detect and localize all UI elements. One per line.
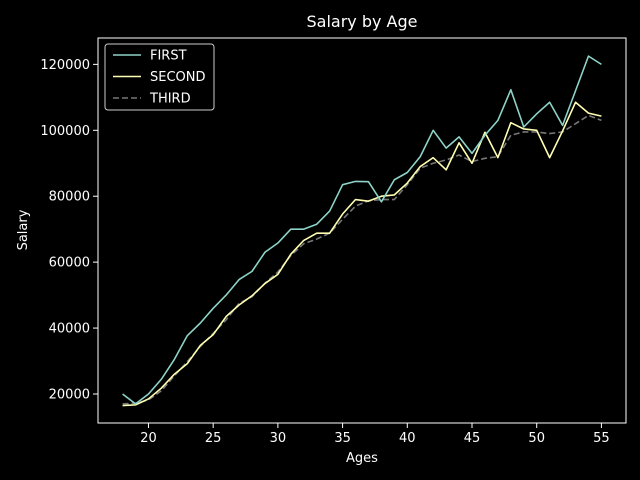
y-tick-label: 100000 <box>40 124 90 139</box>
x-tick-label: 25 <box>205 431 222 446</box>
x-axis-ticks: 20 25 30 35 40 45 50 55 <box>140 423 610 446</box>
legend-label-first: FIRST <box>150 49 187 64</box>
y-tick-label: 20000 <box>49 387 90 402</box>
series-line-second <box>122 101 602 407</box>
series-line-third <box>122 114 602 405</box>
y-axis-ticks: 20000 40000 60000 80000 100000 120000 <box>40 58 98 402</box>
x-tick-label: 40 <box>399 431 416 446</box>
y-tick-label: 40000 <box>49 322 90 337</box>
y-tick-label: 80000 <box>49 190 90 205</box>
y-tick-label: 60000 <box>49 256 90 271</box>
plot-border <box>97 37 627 424</box>
plot-frame <box>97 37 627 424</box>
legend: FIRST SECOND THIRD <box>104 43 215 111</box>
y-tick-label: 120000 <box>40 58 90 73</box>
legend-box <box>104 43 215 111</box>
series-line-first <box>122 55 602 405</box>
x-tick-label: 45 <box>464 431 481 446</box>
legend-label-third: THIRD <box>149 92 191 107</box>
legend-label-second: SECOND <box>150 70 206 85</box>
x-axis-label: Ages <box>346 451 378 466</box>
x-tick-label: 35 <box>334 431 351 446</box>
x-tick-label: 20 <box>140 431 157 446</box>
x-tick-label: 50 <box>528 431 545 446</box>
x-tick-label: 30 <box>270 431 287 446</box>
series-lines <box>122 55 602 407</box>
y-axis-label: Salary <box>16 209 31 250</box>
x-tick-label: 55 <box>593 431 610 446</box>
chart-title: Salary by Age <box>307 12 418 31</box>
